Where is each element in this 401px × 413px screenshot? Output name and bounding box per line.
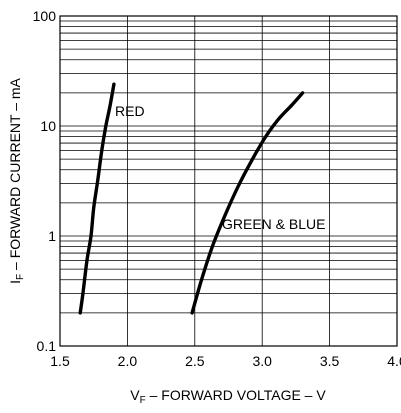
x-tick-label: 2.5 <box>185 353 205 369</box>
annotation-red: RED <box>115 103 145 119</box>
x-axis-label: VF – FORWARD VOLTAGE – V <box>130 387 326 406</box>
x-axis-label-sub: F <box>140 395 146 406</box>
x-tick-label: 2.0 <box>118 353 138 369</box>
y-tick-labels: 0.1 1 10 100 <box>33 8 57 354</box>
y-tick-label: 0.1 <box>37 338 57 354</box>
series-line-red <box>78 82 116 315</box>
annotation-green-blue: GREEN & BLUE <box>222 216 325 232</box>
y-tick-label: 10 <box>40 118 56 134</box>
x-axis-label-rest: – FORWARD VOLTAGE – V <box>146 387 327 403</box>
grid-layer <box>59 16 398 347</box>
y-axis-label-rest: – FORWARD CURRENT – mA <box>7 77 23 273</box>
series-layer <box>78 82 305 315</box>
x-axis-label-main: V <box>130 387 140 403</box>
y-axis-label: IF – FORWARD CURRENT – mA <box>7 77 26 283</box>
series-line-green-blue <box>190 91 305 315</box>
y-axis-label-sub: F <box>15 274 26 280</box>
x-tick-label: 3.5 <box>320 353 340 369</box>
x-tick-label: 1.5 <box>50 353 70 369</box>
y-axis-label-main: I <box>7 280 23 284</box>
x-tick-label: 4.0 <box>387 353 401 369</box>
y-tick-label: 1 <box>48 228 56 244</box>
x-tick-label: 3.0 <box>252 353 272 369</box>
x-tick-labels: 1.5 2.0 2.5 3.0 3.5 4.0 <box>50 353 401 369</box>
y-tick-label: 100 <box>33 8 57 24</box>
plot-frame <box>59 15 398 347</box>
